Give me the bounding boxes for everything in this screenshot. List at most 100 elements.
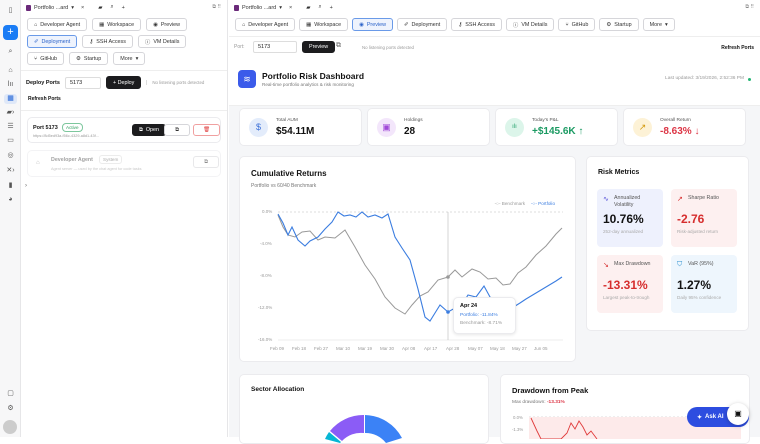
workspace-button[interactable]: ▦ Workspace — [299, 18, 349, 31]
svg-text:-1.3%: -1.3% — [512, 427, 523, 432]
close-icon[interactable]: × — [289, 4, 293, 11]
refresh-ports-link[interactable]: Refresh Ports — [721, 45, 754, 51]
preview-button[interactable]: ◉ Preview — [146, 18, 187, 31]
target-icon[interactable]: ◎ — [7, 152, 14, 159]
drawdown-card: Drawdown from Peak Max drawdown: -13.31%… — [500, 374, 750, 444]
port-input[interactable]: 5173 — [253, 41, 297, 53]
tab-portfolio[interactable]: Portfolio ...ard ▾ × — [26, 4, 85, 11]
svg-text:Feb 27: Feb 27 — [314, 346, 329, 351]
drawdown-title: Drawdown from Peak — [512, 386, 589, 395]
startup-button[interactable]: ⚙ Startup — [599, 18, 639, 31]
chevron-down-icon: ▾ — [135, 55, 139, 62]
tab-portfolio[interactable]: Portfolio ...ard ▾ × — [234, 4, 293, 11]
stat-card-holdings: ▣ Holdings 28 — [367, 108, 490, 146]
ssh-access-button[interactable]: ⚷ SSH Access — [82, 35, 133, 48]
trending-up-icon: ↗ — [677, 196, 683, 203]
tools-icon[interactable]: ✕› — [6, 167, 15, 174]
legend-benchmark[interactable]: -○- Benchmark — [494, 201, 526, 206]
button-label: Startup — [83, 55, 102, 62]
developer-agent-button[interactable]: ⌂ Developer Agent — [27, 18, 88, 31]
risk-title: Risk Metrics — [598, 169, 640, 176]
developer-agent-button[interactable]: ⌂ Developer Agent — [235, 18, 296, 31]
deploy-ports-label: Deploy Ports — [26, 79, 60, 86]
home-icon[interactable]: ⌂ — [8, 67, 13, 74]
github-button[interactable]: ⑂ GitHub — [27, 52, 65, 65]
copy-button[interactable]: ⧉ — [193, 156, 219, 168]
deployment-button[interactable]: ✐ Deployment — [27, 35, 78, 48]
copy-button[interactable]: ⧉ — [164, 124, 190, 136]
button-label: More — [649, 21, 662, 28]
deploy-button[interactable]: + Deploy — [105, 76, 142, 89]
robot-icon: ⌂ — [34, 21, 38, 28]
sector-donut-chart[interactable] — [320, 413, 410, 443]
git-branch-icon: ⑂ — [565, 21, 569, 28]
preview-port-button[interactable]: Preview — [302, 41, 336, 53]
button-label: Startup — [614, 21, 632, 28]
deployment-button[interactable]: ✐ Deployment — [397, 18, 448, 31]
analytics-icon[interactable]: lıı — [7, 81, 14, 88]
sidebar-toggle-icon[interactable]: ▯ — [8, 7, 13, 14]
bar-chart-icon: ılı — [505, 118, 524, 137]
metric-value: -2.76 — [677, 212, 705, 226]
max-drawdown-label: Max drawdown: — [512, 400, 546, 405]
svg-text:May 18: May 18 — [490, 346, 505, 351]
search-icon[interactable]: ⌕ — [110, 4, 114, 10]
avatar[interactable] — [3, 420, 17, 434]
search-icon[interactable]: ⌕ — [318, 4, 322, 10]
book-icon[interactable]: ▮ — [8, 182, 13, 189]
svg-text:-4.0%: -4.0% — [260, 241, 272, 246]
chevron-right-icon[interactable]: › — [25, 183, 27, 189]
refresh-ports-link[interactable]: Refresh Ports — [28, 96, 61, 102]
workspace-button[interactable]: ▦ Workspace — [92, 18, 142, 31]
key-icon: ⚷ — [458, 21, 463, 28]
chevron-down-icon[interactable]: ▾ — [279, 4, 283, 11]
external-link-icon[interactable]: ⧉ — [336, 42, 341, 49]
window-controls-icon[interactable]: ⧉ ⠿ — [745, 4, 754, 10]
port-url[interactable]: https://8d5ed93a-f56c-4329-a8d1-43f... — [33, 134, 99, 138]
robot-icon: ⌂ — [242, 21, 246, 28]
cumulative-returns-card: Cumulative Returns Portfolio vs 60/40 Be… — [239, 156, 576, 362]
chart-legend: -○- Benchmark -○- Portfolio — [495, 201, 555, 206]
stat-label: Total AUM — [276, 118, 298, 123]
deploy-port-input[interactable]: 5173 — [64, 76, 101, 89]
dashboard-icon[interactable]: ▦ — [4, 94, 17, 104]
vm-details-button[interactable]: ⓘ VM Details — [505, 18, 555, 31]
github-button[interactable]: ⑂ GitHub — [558, 18, 596, 31]
button-label: Developer Agent — [248, 21, 289, 28]
add-tab-icon[interactable]: + — [121, 4, 125, 11]
delete-button[interactable]: 🗑 — [193, 124, 220, 136]
chevron-down-icon[interactable]: ▾ — [71, 4, 75, 11]
metric-value: -13.31% — [603, 278, 648, 292]
chat-bubble-button[interactable]: ▣ — [727, 403, 749, 425]
page-subtitle: Real-time portfolio analytics & risk mon… — [262, 82, 354, 87]
palette-icon[interactable]: ◕ — [8, 196, 13, 203]
metric-title: Max Drawdown — [614, 261, 651, 267]
folder-icon[interactable]: ▰ — [98, 4, 103, 11]
settings-icon[interactable]: ⚙ — [7, 405, 14, 412]
feedback-icon[interactable]: ▢ — [7, 390, 14, 397]
trending-icon: ↗ — [633, 118, 652, 137]
cumulative-returns-chart[interactable]: 0.0%-4.0%-8.0%-12.0%-16.0% Feb 09 Feb 18 F… — [240, 207, 577, 357]
window-controls-icon[interactable]: ⧉ ⠿ — [212, 4, 221, 10]
search-icon[interactable]: ⌕ — [8, 48, 13, 55]
ssh-access-button[interactable]: ⚷ SSH Access — [451, 18, 502, 31]
preview-button[interactable]: ◉ Preview — [352, 18, 393, 31]
copy-icon: ⧉ — [175, 126, 179, 133]
new-plus-icon[interactable]: + — [3, 25, 18, 40]
startup-button[interactable]: ⚙ Startup — [69, 52, 109, 65]
folder-icon[interactable]: ▰› — [6, 109, 15, 116]
more-button[interactable]: More ▾ — [642, 18, 675, 31]
add-tab-icon[interactable]: + — [329, 4, 333, 11]
button-label: GitHub — [571, 21, 589, 28]
svg-text:Apr 08: Apr 08 — [402, 346, 416, 351]
open-button[interactable]: ⧉ Open — [132, 124, 167, 136]
vm-details-button[interactable]: ⓘ VM Details — [137, 35, 187, 48]
more-button[interactable]: More ▾ — [113, 52, 146, 65]
folder-icon[interactable]: ▰ — [306, 4, 311, 11]
list-icon[interactable]: ☰ — [7, 123, 14, 130]
stat-card-aum: $ Total AUM $54.11M — [239, 108, 362, 146]
metric-sub: 252-day annualized — [603, 229, 644, 234]
legend-portfolio[interactable]: -○- Portfolio — [531, 201, 555, 206]
close-icon[interactable]: × — [81, 4, 85, 11]
monitor-icon[interactable]: ▭ — [7, 137, 14, 144]
